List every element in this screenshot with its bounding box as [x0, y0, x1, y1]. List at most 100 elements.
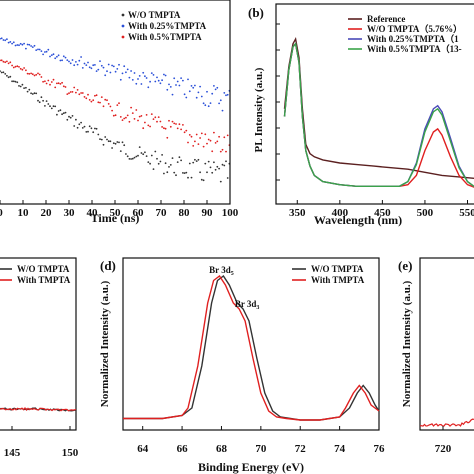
panel-a-point	[102, 66, 105, 69]
panel-a-point	[213, 85, 215, 87]
panel-a-point	[78, 123, 81, 126]
panel-c-legend-label: W/O TMPTA	[17, 264, 70, 274]
panel-a-point	[0, 37, 3, 40]
panel-a-point	[168, 119, 170, 122]
panel-b-lines	[283, 36, 474, 188]
panel-a-point	[180, 128, 183, 131]
panel-a-point	[114, 70, 117, 73]
panel-a-point	[218, 167, 221, 170]
panel-d-tick-label: 70	[255, 443, 267, 455]
panel-a-point	[94, 127, 96, 130]
panel-a-point	[68, 92, 70, 95]
panel-a-point	[50, 107, 53, 110]
panel-a-point	[99, 60, 101, 62]
panel-a-point	[7, 41, 10, 44]
panel-a-point	[159, 82, 162, 85]
panel-a-point	[207, 138, 210, 141]
panel-a-point	[176, 80, 179, 83]
panel-a-point	[42, 80, 44, 83]
panel-a-point	[154, 116, 157, 119]
panel-a-point	[126, 155, 129, 158]
panel-a-point	[30, 92, 32, 95]
panel-d-lines	[123, 274, 380, 421]
panel-a-point	[112, 142, 115, 145]
panel-a-xlabel: Time (ns)	[91, 211, 140, 225]
panel-a-point	[0, 71, 3, 74]
panel-d-tick-label: 66	[177, 443, 189, 455]
panel-d-annotations: Br 3d5 Br 3d3	[209, 265, 259, 311]
panel-a-point	[88, 125, 91, 128]
panel-a-point	[94, 64, 96, 66]
panel-a-point	[133, 156, 136, 159]
panel-a-point	[161, 154, 164, 156]
panel-a-point	[197, 158, 200, 161]
panel-d-tick-label: 72	[295, 443, 307, 455]
panel-a-point	[169, 164, 172, 166]
panel-a-point	[125, 116, 127, 119]
panel-a-point	[25, 86, 27, 89]
panel-a-point	[92, 99, 95, 102]
panel-a-point	[61, 113, 63, 116]
panel-e: (e) 720 Normalized Intensity (a.u.)	[398, 257, 474, 455]
panel-a-point	[219, 150, 222, 153]
panel-a-point	[56, 82, 58, 85]
panel-a-point	[149, 80, 152, 83]
panel-a-point	[26, 72, 29, 75]
panel-b-tick-label: 500	[417, 207, 434, 219]
panel-a-point	[68, 115, 70, 118]
panel-e-x-ticks: 720	[435, 426, 452, 455]
panel-a-point	[159, 160, 162, 163]
panel-a-point	[73, 125, 76, 127]
panel-a-point	[107, 140, 110, 143]
panel-a-point	[200, 132, 203, 135]
panel-a-point	[156, 76, 158, 79]
panel-a-point	[104, 74, 107, 77]
panel-a-point	[183, 93, 186, 96]
panel-a-point	[135, 155, 138, 158]
panel-a-point	[207, 105, 210, 108]
panel-a-point	[202, 102, 205, 105]
panel-a-point	[188, 162, 191, 165]
panel-a-point	[97, 133, 100, 136]
panel-d-legend-label: W/O TMPTA	[311, 264, 364, 274]
panel-d-annotation-sub: 5	[231, 271, 234, 277]
panel-a-point	[194, 158, 196, 161]
panel-a-point	[164, 162, 167, 165]
panel-a-point	[62, 55, 65, 58]
panel-a-point	[194, 140, 196, 143]
panel-a-point	[169, 86, 172, 88]
panel-a-point	[25, 47, 27, 50]
panel-a-point	[49, 55, 51, 58]
panel-a-point	[31, 46, 34, 48]
panel-a-point	[175, 123, 177, 125]
panel-d-tick-label: 76	[374, 443, 386, 455]
panel-a-point	[52, 78, 55, 81]
panel-a-point	[23, 67, 25, 69]
panel-a-point	[109, 140, 112, 143]
panel-a-point	[12, 66, 15, 69]
panel-b: (b) 350 400 450 500 550 Wavelength (nm) PL I…	[248, 3, 474, 227]
panel-a-point	[38, 73, 41, 76]
panel-a: 0 10 20 30 40 50 60 70 80 90 100 Time (ns) W/O TMP…	[0, 0, 239, 225]
panel-a-point	[140, 83, 143, 85]
panel-a-point	[154, 80, 157, 83]
panel-a-point	[150, 113, 153, 115]
panel-a-point	[68, 60, 70, 63]
panel-a-point	[130, 70, 133, 72]
panel-a-frame	[0, 0, 231, 205]
panel-d-frame	[122, 257, 380, 431]
panel-a-point	[81, 67, 84, 69]
panel-a-point	[161, 79, 164, 82]
panel-a-point	[142, 71, 145, 74]
panel-a-point	[152, 118, 155, 120]
panel-a-point	[87, 61, 89, 64]
panel-a-point	[45, 82, 48, 85]
panel-a-point	[118, 141, 120, 144]
panel-a-point	[112, 114, 115, 117]
panel-e-tick-label: 720	[435, 443, 452, 455]
panel-a-point	[209, 102, 212, 104]
panel-a-point	[95, 70, 98, 72]
panel-a-point	[57, 82, 60, 85]
